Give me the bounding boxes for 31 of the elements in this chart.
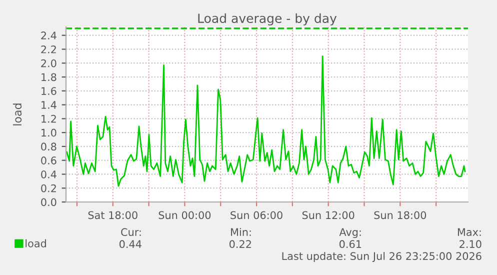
line-series [66, 55, 466, 187]
text: 0.22 [229, 240, 251, 248]
text: Avg: [339, 228, 361, 238]
text: Min: [231, 228, 251, 236]
legend-label: load [26, 239, 46, 248]
y-tick-label: 1.0 [42, 128, 56, 137]
x-tick-label: Sat 18:00 [88, 211, 138, 220]
y-tick-label: 2.0 [41, 59, 56, 68]
x-tick-label: Sun 00:00 [158, 211, 211, 220]
y-tick-label: 1.2 [42, 114, 56, 123]
y-tick-label: 2.2 [41, 45, 56, 54]
y-tick-label: 1.6 [42, 87, 56, 95]
y-tick-label: 0.6 [41, 156, 56, 164]
y-tick-label: 0.2 [41, 184, 56, 192]
text: Cur: [121, 228, 141, 236]
chart-title: Load average - by day [198, 13, 337, 26]
y-tick-label: 0.4 [41, 170, 56, 178]
text: 0.44 [119, 240, 142, 248]
y-axis-title: load [12, 104, 22, 126]
y-tick-label: 1.8 [42, 73, 56, 82]
y-tick-label: 0.8 [41, 142, 56, 151]
text: Last update: Sun Jul 26 23:25:00 2026 [282, 252, 482, 262]
x-tick-label: Sun 18:00 [374, 211, 426, 220]
y-tick-label: 0.0 [41, 198, 56, 206]
x-tick-label: Sun 06:00 [230, 211, 282, 220]
text: 2.10 [460, 240, 482, 248]
x-tick-label: Sun 12:00 [302, 211, 354, 220]
y-tick-label: 1.4 [42, 101, 56, 109]
text: Max: [458, 228, 481, 236]
y-tick-label: 2.4 [41, 32, 56, 40]
text: 0.61 [339, 240, 362, 248]
